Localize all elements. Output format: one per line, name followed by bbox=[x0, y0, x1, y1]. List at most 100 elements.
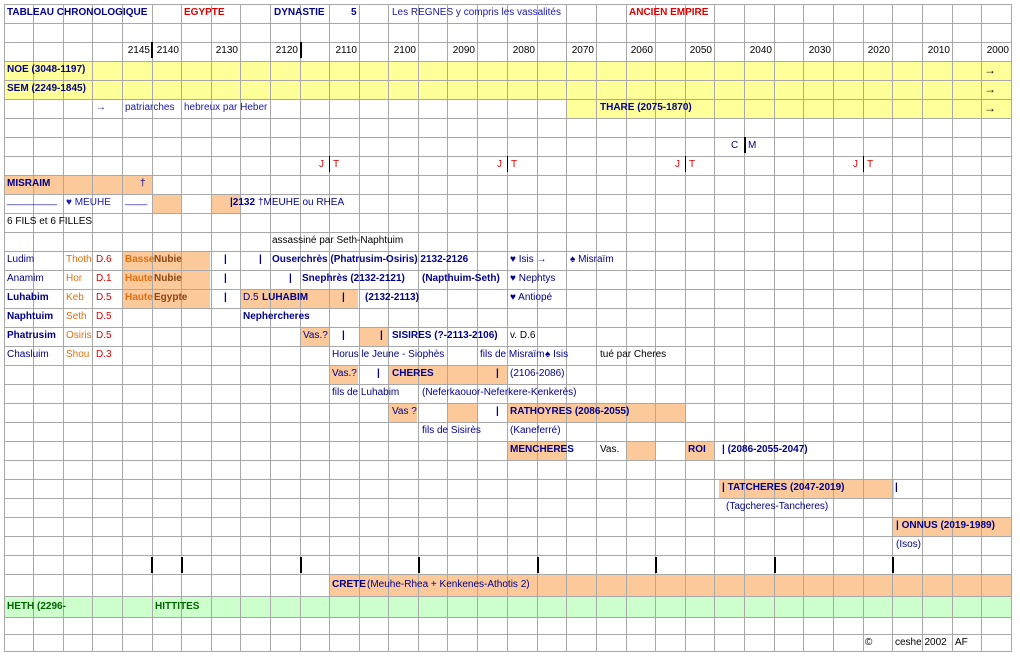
grid-column-line bbox=[329, 4, 330, 652]
country-label: EGYPTE bbox=[184, 7, 225, 18]
grid-row-line bbox=[4, 4, 1012, 5]
crete-label: CRETE bbox=[332, 579, 366, 590]
year-label: 2060 bbox=[630, 45, 653, 56]
copyright-icon: © bbox=[865, 637, 873, 648]
crete-desc: (Meuhe-Rhea + Kenkenes-Athotis 2) bbox=[367, 579, 530, 590]
grid-row-line bbox=[4, 574, 1012, 575]
blank-line: ____ bbox=[125, 195, 148, 206]
grid-column-line bbox=[63, 4, 64, 652]
grid-column-line bbox=[181, 4, 182, 652]
grid-row-line bbox=[4, 596, 1012, 597]
grid-row-line bbox=[4, 232, 1012, 233]
meuhe-label: ♥ MEUHE bbox=[66, 197, 111, 208]
tatcheres-bar bbox=[719, 479, 894, 498]
grid-column-line bbox=[33, 4, 34, 652]
marker-j: J bbox=[675, 159, 680, 170]
grid-row-line bbox=[4, 634, 1012, 635]
patriarches-label: patriarches bbox=[125, 102, 175, 113]
marker-j: J bbox=[319, 159, 324, 170]
nephtys-label: ♥ Nephtys bbox=[510, 273, 556, 284]
grid-column-line bbox=[892, 4, 893, 652]
grid-row-line bbox=[4, 80, 1012, 81]
grid-row-line bbox=[4, 384, 1012, 385]
grid-row-line bbox=[4, 99, 1012, 100]
tick bbox=[744, 137, 746, 153]
luhabim-reign-label: LUHABIM bbox=[262, 292, 309, 303]
marker-t: T bbox=[867, 159, 874, 170]
dynasty-number: 5 bbox=[351, 7, 357, 18]
tick bbox=[863, 156, 864, 172]
bar-marker: | bbox=[496, 368, 499, 379]
son-name: Anamim bbox=[7, 273, 44, 284]
grid-row-line bbox=[4, 289, 1012, 290]
vd6-label: v. D.6 bbox=[510, 330, 536, 341]
son-name: Phatrusim bbox=[7, 330, 56, 341]
region-label: Basse bbox=[125, 254, 155, 265]
marker-t: T bbox=[511, 159, 518, 170]
grid-column-line bbox=[655, 4, 656, 652]
bar-marker: | bbox=[377, 368, 380, 379]
grid-column-line bbox=[566, 4, 567, 652]
grid-row-line bbox=[4, 327, 1012, 328]
arrow-right-icon: → bbox=[96, 102, 106, 113]
grid-column-line bbox=[4, 4, 5, 652]
grid-row-line bbox=[4, 460, 1012, 461]
cell-peach bbox=[447, 403, 477, 422]
grid-row-line bbox=[4, 194, 1012, 195]
bar-marker: | bbox=[342, 292, 345, 303]
grid-column-line bbox=[744, 4, 745, 652]
nephercheres-label: Nephercheres bbox=[243, 311, 310, 322]
dynasty-code: D.5 bbox=[96, 330, 112, 341]
napthuim-seth-label: (Napthuim-Seth) bbox=[422, 273, 500, 284]
d5-label: D.5 bbox=[243, 292, 259, 303]
sisires-cell bbox=[359, 327, 388, 346]
assassine-label: assassiné par Seth-Naphtuim bbox=[272, 235, 404, 246]
bar-marker: | bbox=[289, 273, 292, 284]
year-label: 2130 bbox=[215, 45, 238, 56]
grid-row-line bbox=[4, 308, 1012, 309]
hittites-label: HITTITES bbox=[155, 601, 200, 612]
grid-row-line bbox=[4, 422, 1012, 423]
nefer-label: (Neferkaouor-Neferkere-Kenkerès) bbox=[422, 387, 577, 398]
misraim-spade-label: ♠ Misraïm bbox=[570, 254, 614, 265]
grid-column-line bbox=[388, 4, 389, 652]
year-label: 2010 bbox=[927, 45, 950, 56]
period-label: ANCIEN EMPIRE bbox=[629, 7, 709, 18]
tick bbox=[655, 557, 657, 573]
arrow-right-icon: → bbox=[984, 82, 996, 96]
grid-column-line bbox=[833, 4, 834, 652]
meuhe-rhea-label: †MEUHE ou RHEA bbox=[258, 197, 345, 208]
tue-label: tué par Cheres bbox=[600, 349, 667, 360]
region-label: Haute bbox=[125, 292, 153, 303]
thare-label: THARE (2075-1870) bbox=[600, 102, 692, 113]
grid-column-line bbox=[803, 4, 804, 652]
grid-column-line bbox=[240, 4, 241, 652]
dynasty-label: DYNASTIE bbox=[274, 7, 325, 18]
crete-bar bbox=[329, 574, 1012, 596]
year-label: 2050 bbox=[689, 45, 712, 56]
grid-row-line bbox=[4, 175, 1012, 176]
grid-column-line bbox=[92, 4, 93, 652]
mencheres-label: MENCHERES bbox=[510, 444, 574, 455]
grid-row-line bbox=[4, 651, 1012, 652]
year-label: 2100 bbox=[393, 45, 416, 56]
bar-marker: | bbox=[380, 330, 383, 341]
grid-column-line bbox=[685, 4, 686, 652]
grid-column-line bbox=[922, 4, 923, 652]
region-label: Haute bbox=[125, 273, 153, 284]
year-label: 2140 bbox=[156, 45, 179, 56]
fils-luhabim-label: fils de Luhabim bbox=[332, 387, 400, 398]
grid-row-line bbox=[4, 346, 1012, 347]
tick bbox=[329, 156, 330, 172]
tick bbox=[151, 42, 153, 58]
grid-column-line bbox=[359, 4, 360, 652]
grid-row-line bbox=[4, 251, 1012, 252]
sisires-label: SISIRES (?-2113-2106) bbox=[392, 330, 498, 341]
tick bbox=[892, 557, 894, 573]
snephres-label: Snephrès (2132-2121) bbox=[302, 273, 405, 284]
grid-row-line bbox=[4, 156, 1012, 157]
region-haute-nubie bbox=[122, 270, 210, 289]
bar-marker: | bbox=[224, 273, 227, 284]
region-haute-egypte bbox=[122, 289, 210, 308]
marker-t: T bbox=[689, 159, 696, 170]
